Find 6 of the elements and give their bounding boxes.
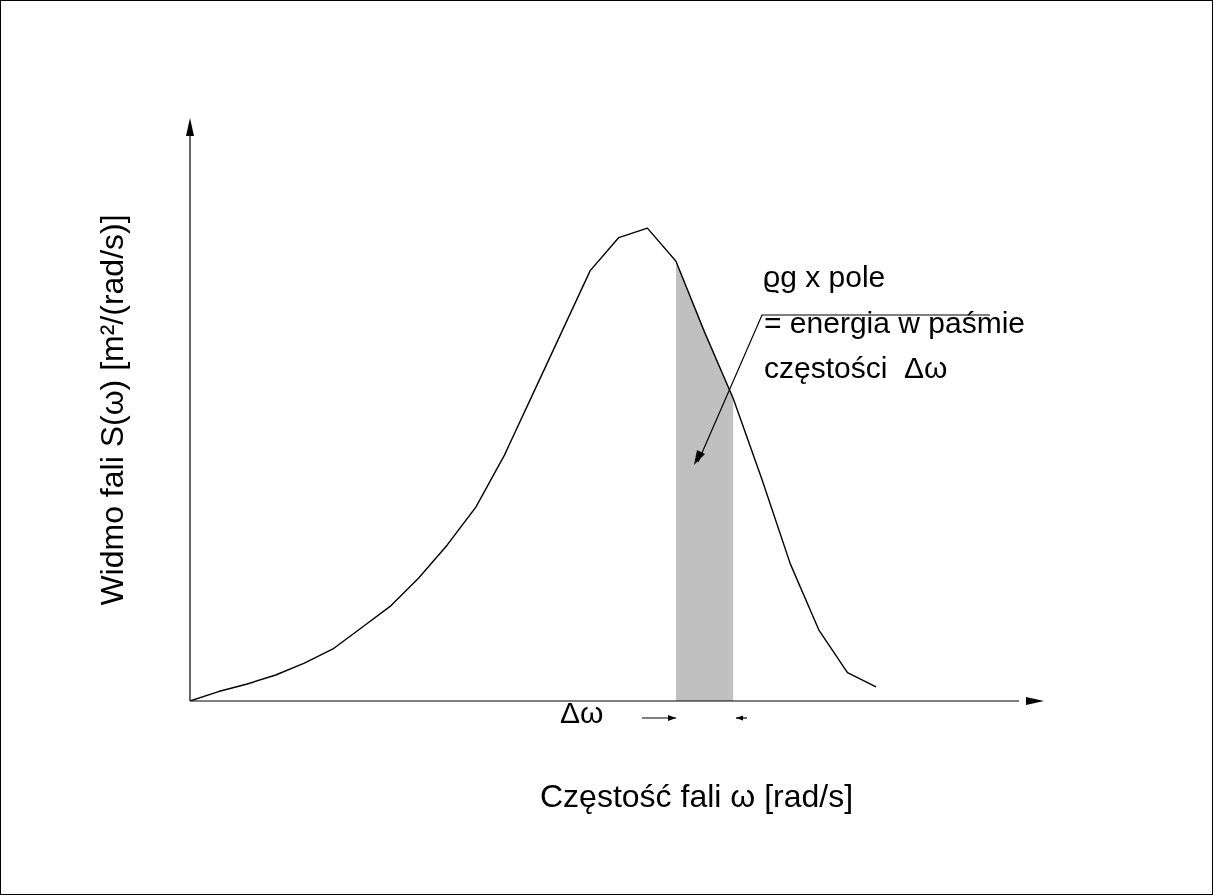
y-axis-title: Widmo fali S(ω) [m²/(rad/s)] (93, 214, 131, 606)
annotation: = energia w paśmie (764, 306, 1025, 339)
annotation: ϱg x pole (763, 260, 886, 293)
annotation: Δω (560, 696, 604, 729)
x-axis-title: Częstość fali ω [rad/s] (540, 778, 854, 815)
annotation: częstości Δω (764, 351, 948, 384)
